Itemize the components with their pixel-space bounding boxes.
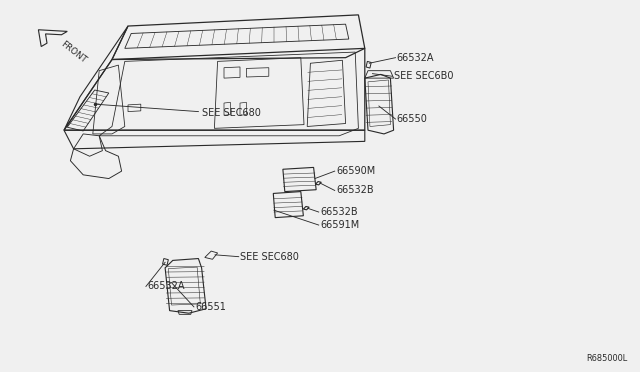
- Text: 66532B: 66532B: [320, 207, 358, 217]
- Text: FRONT: FRONT: [59, 40, 88, 65]
- Text: SEE SEC680: SEE SEC680: [240, 252, 299, 262]
- Text: SEE SEC680: SEE SEC680: [202, 109, 260, 118]
- Text: R685000L: R685000L: [586, 354, 627, 363]
- Text: 66551: 66551: [195, 302, 226, 312]
- Text: 66532A: 66532A: [147, 282, 185, 291]
- Text: 66590M: 66590M: [336, 166, 375, 176]
- Text: SEE SEC6B0: SEE SEC6B0: [394, 71, 453, 81]
- Text: 66532A: 66532A: [397, 53, 435, 62]
- Text: 66550: 66550: [397, 114, 428, 124]
- Text: 66532B: 66532B: [336, 186, 374, 195]
- Text: 66591M: 66591M: [320, 220, 359, 230]
